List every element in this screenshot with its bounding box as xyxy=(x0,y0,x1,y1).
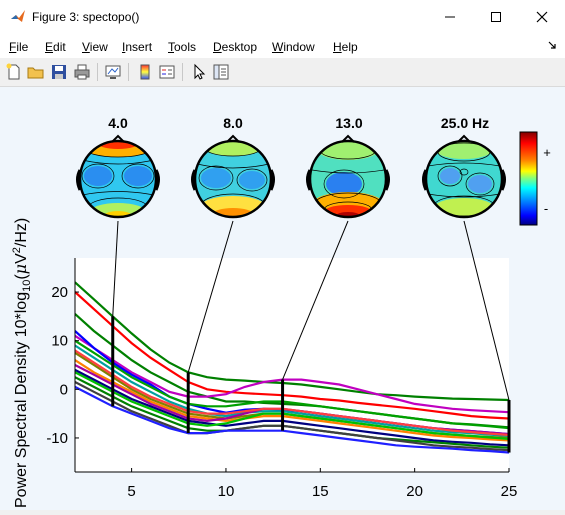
psd-series-line xyxy=(75,381,509,452)
menu-view[interactable]: View xyxy=(82,40,108,54)
figure-canvas: 4.0 8.0 13.0 25.0 Hz xyxy=(0,87,565,510)
menu-tools[interactable]: Tools xyxy=(168,40,197,54)
minimize-button[interactable] xyxy=(427,0,473,34)
colorbar-minus-label: - xyxy=(544,201,548,216)
menu-file[interactable]: File xyxy=(9,40,29,54)
psd-series-line xyxy=(75,291,509,420)
psd-series-line xyxy=(75,339,509,430)
frequency-markers xyxy=(111,316,511,453)
menu-insert[interactable]: Insert xyxy=(122,40,153,54)
print-icon[interactable] xyxy=(73,63,91,81)
colorbar-icon[interactable] xyxy=(136,63,154,81)
topo-label-2: 8.0 xyxy=(223,115,243,131)
psd-series-group xyxy=(75,281,509,454)
psd-series-line xyxy=(75,344,509,438)
dock-arrow-icon[interactable] xyxy=(548,41,557,50)
plot-axes: 5 10 15 20 25 20 10 0 -10 xyxy=(46,258,517,500)
topo-label-1: 4.0 xyxy=(108,115,128,131)
psd-series-line xyxy=(75,349,509,437)
psd-series-line xyxy=(75,371,509,440)
maximize-icon xyxy=(491,12,501,22)
y-tick-label: 20 xyxy=(51,284,68,301)
open-icon[interactable] xyxy=(27,63,45,81)
link-plot-icon[interactable] xyxy=(104,63,122,81)
psd-series-line xyxy=(75,281,509,402)
minimize-icon xyxy=(445,16,455,18)
toolbar-separator xyxy=(182,63,183,81)
toolbar-separator xyxy=(128,63,129,81)
colorbar: + - xyxy=(519,131,551,226)
window-title: Figure 3: spectopo() xyxy=(32,10,140,24)
matlab-icon xyxy=(11,10,25,22)
topomap-connector-line xyxy=(282,220,349,380)
topomap-connector-line xyxy=(463,220,510,401)
spectopo-figure: 4.0 8.0 13.0 25.0 Hz xyxy=(11,115,551,508)
y-axis-label: Power Spectral Density 10*log10(μV2/Hz) xyxy=(11,218,33,508)
psd-series-line xyxy=(75,385,509,454)
menu-window[interactable]: Window xyxy=(272,40,315,54)
toolbar xyxy=(0,58,565,87)
menu-edit[interactable]: Edit xyxy=(45,40,66,54)
topomap-1 xyxy=(76,134,160,219)
topo-label-4: 25.0 Hz xyxy=(441,115,489,131)
y-tick-label: 10 xyxy=(51,333,68,350)
toolbar-separator xyxy=(97,63,98,81)
y-tick-label: -10 xyxy=(46,430,68,447)
topomap-4 xyxy=(422,134,506,219)
save-icon[interactable] xyxy=(50,63,68,81)
title-bar: Figure 3: spectopo() xyxy=(0,0,565,34)
x-tick-label: 20 xyxy=(406,483,423,500)
close-icon xyxy=(536,11,548,23)
property-editor-icon[interactable] xyxy=(212,63,230,81)
legend-icon[interactable] xyxy=(158,63,176,81)
psd-series-line xyxy=(75,334,509,414)
menu-help[interactable]: Help xyxy=(333,40,358,54)
topomap-connector-line xyxy=(112,220,119,317)
colorbar-plus-label: + xyxy=(543,145,551,160)
topomap-2 xyxy=(191,134,275,219)
topomap-connector-line xyxy=(187,220,234,373)
pointer-icon[interactable] xyxy=(190,63,208,81)
x-tick-label: 10 xyxy=(218,483,235,500)
x-tick-label: 5 xyxy=(127,483,135,500)
close-button[interactable] xyxy=(519,0,565,34)
menu-desktop[interactable]: Desktop xyxy=(213,40,258,54)
topomap-3 xyxy=(306,134,390,219)
psd-series-line xyxy=(75,359,509,442)
new-figure-icon[interactable] xyxy=(5,63,23,81)
menu-bar: File Edit View Insert Tools Desktop Wind… xyxy=(0,34,565,58)
y-tick-label: 0 xyxy=(60,381,68,398)
x-tick-label: 15 xyxy=(312,483,329,500)
topo-label-3: 13.0 xyxy=(335,115,362,131)
x-tick-label: 25 xyxy=(501,483,518,500)
psd-series-line xyxy=(75,368,509,447)
maximize-button[interactable] xyxy=(473,0,519,34)
topomap-connectors xyxy=(112,220,510,401)
